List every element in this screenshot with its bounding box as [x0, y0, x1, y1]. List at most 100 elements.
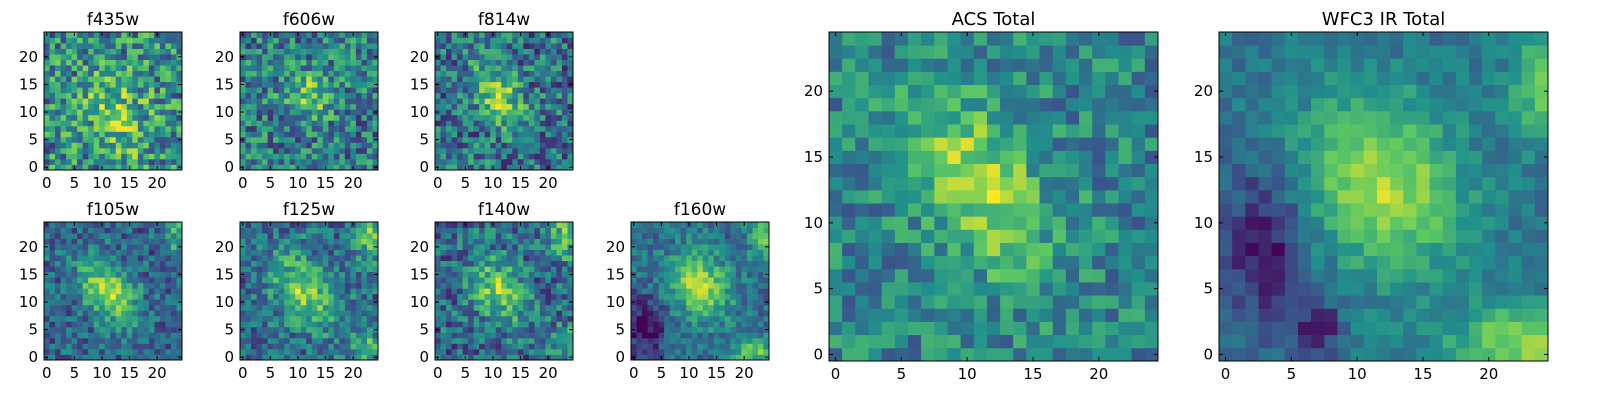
- heatmap-cell: [658, 227, 665, 234]
- heatmap-cell: [245, 332, 252, 339]
- heatmap-cell: [545, 59, 552, 66]
- heatmap-cell: [468, 233, 475, 239]
- heatmap-cell: [468, 304, 475, 311]
- heatmap-cell: [550, 103, 557, 110]
- heatmap-cell: [333, 48, 340, 55]
- heatmap-cell: [361, 87, 368, 94]
- heatmap-cell: [550, 32, 557, 38]
- heatmap-cell: [752, 304, 759, 311]
- heatmap-cell: [300, 43, 307, 49]
- heatmap-cell: [240, 43, 246, 49]
- heatmap-cell: [468, 249, 475, 256]
- heatmap-cell: [512, 260, 519, 267]
- heatmap-cell: [658, 266, 665, 273]
- heatmap-cell: [339, 315, 346, 322]
- heatmap-cell: [311, 136, 318, 143]
- heatmap-cell: [77, 54, 84, 60]
- heatmap-cell: [295, 315, 302, 322]
- heatmap-cell: [669, 304, 676, 311]
- heatmap-cell: [262, 103, 268, 110]
- heatmap-cell: [132, 43, 139, 49]
- heatmap-cell: [1105, 321, 1119, 336]
- heatmap-cell: [539, 70, 546, 77]
- heatmap-cell: [170, 222, 177, 228]
- heatmap-cell: [256, 54, 263, 60]
- heatmap-cell: [719, 326, 726, 333]
- heatmap-cell: [523, 147, 530, 154]
- heatmap-cell: [137, 142, 144, 149]
- heatmap-cell: [121, 282, 128, 289]
- heatmap-cell: [121, 238, 128, 245]
- heatmap-cell: [49, 54, 56, 60]
- heatmap-cell: [440, 59, 447, 66]
- heatmap-cell: [473, 81, 480, 88]
- heatmap-cell: [534, 59, 541, 66]
- heatmap-cell: [132, 98, 139, 105]
- heatmap-cell: [561, 92, 568, 99]
- heatmap-cell: [1065, 282, 1080, 296]
- heatmap-cell: [567, 114, 574, 121]
- heatmap-cell: [328, 76, 335, 83]
- heatmap-cell: [93, 244, 100, 250]
- heatmap-cell: [344, 76, 351, 83]
- heatmap-cell: [143, 337, 150, 344]
- heatmap-cell: [680, 288, 687, 295]
- heatmap-cell: [49, 153, 56, 160]
- heatmap-cell: [245, 87, 252, 94]
- heatmap-cell: [512, 348, 519, 355]
- heatmap-cell: [60, 98, 67, 105]
- heatmap-cell: [137, 153, 144, 160]
- heatmap-cell: [631, 249, 637, 256]
- heatmap-cell: [132, 321, 139, 328]
- heatmap-cell: [631, 293, 637, 300]
- heatmap-cell: [176, 147, 183, 154]
- heatmap-cell: [132, 164, 139, 171]
- heatmap-cell: [842, 150, 856, 164]
- heatmap-cell: [267, 125, 274, 132]
- heatmap-cell: [262, 348, 268, 355]
- heatmap-cell: [317, 136, 324, 143]
- heatmap-cell: [132, 158, 139, 165]
- heatmap-cell: [137, 59, 144, 66]
- heatmap-cell: [473, 255, 480, 262]
- heatmap-cell: [435, 98, 441, 105]
- heatmap-cell: [539, 299, 546, 306]
- heatmap-cell: [267, 332, 274, 339]
- heatmap-cell: [719, 332, 726, 339]
- heatmap-cell: [66, 249, 72, 256]
- heatmap-cell: [77, 244, 84, 250]
- heatmap-cell: [361, 315, 368, 322]
- heatmap-cell: [1144, 282, 1159, 296]
- heatmap-cell: [1118, 334, 1133, 349]
- heatmap-cell: [1131, 203, 1146, 217]
- heatmap-cell: [440, 266, 447, 273]
- heatmap-cell: [132, 288, 139, 295]
- heatmap-cell: [468, 92, 475, 99]
- heatmap-cell: [284, 103, 291, 110]
- heatmap-cell: [468, 158, 475, 165]
- heatmap-cell: [126, 249, 133, 256]
- heatmap-cell: [921, 282, 935, 296]
- heatmap-cell: [550, 271, 557, 278]
- heatmap-cell: [708, 266, 715, 273]
- heatmap-cell: [473, 109, 480, 116]
- heatmap-cell: [322, 326, 329, 333]
- heatmap-cell: [479, 288, 486, 295]
- heatmap-cell: [735, 227, 742, 234]
- heatmap-cell: [121, 158, 128, 165]
- heatmap-cell: [137, 164, 144, 171]
- heatmap-cell: [295, 120, 302, 127]
- heatmap-cell: [523, 266, 530, 273]
- heatmap-cell: [71, 310, 78, 317]
- heatmap-cell: [317, 244, 324, 250]
- heatmap-cell: [713, 266, 720, 273]
- heatmap-cell: [361, 271, 368, 278]
- heatmap-cell: [344, 326, 351, 333]
- heatmap-cell: [300, 103, 307, 110]
- heatmap-cell: [473, 271, 480, 278]
- heatmap-cell: [295, 255, 302, 262]
- heatmap-cell: [451, 59, 458, 66]
- heatmap-cell: [735, 260, 742, 267]
- heatmap-cell: [642, 321, 648, 328]
- heatmap-cell: [251, 103, 257, 110]
